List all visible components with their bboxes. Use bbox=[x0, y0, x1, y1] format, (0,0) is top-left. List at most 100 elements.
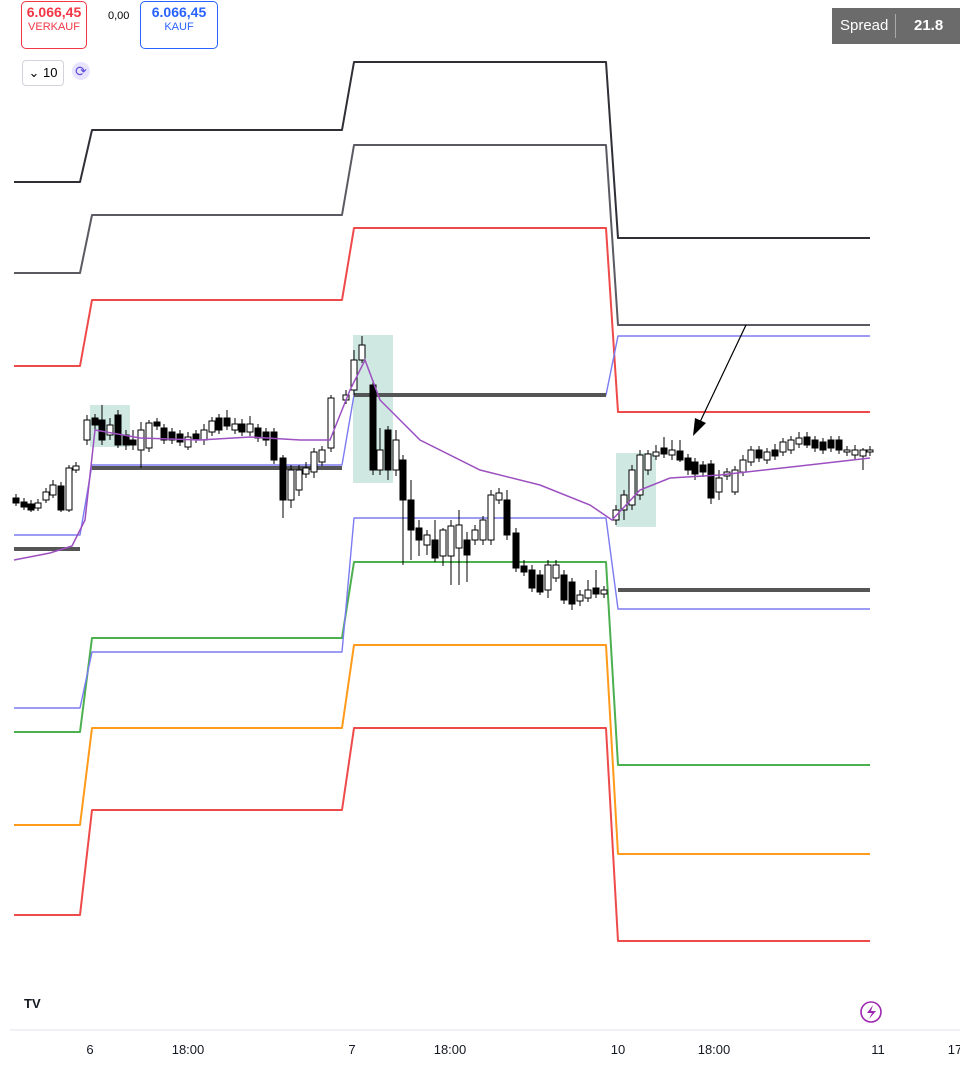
spread-panel: Spread 21.8 bbox=[832, 8, 960, 44]
buy-price: 6.066,45 bbox=[151, 4, 207, 20]
candle-body bbox=[358, 344, 366, 361]
lightning-bolt bbox=[867, 1005, 876, 1019]
candle-body bbox=[447, 525, 455, 557]
candle-body bbox=[91, 417, 99, 426]
candle-body bbox=[803, 436, 811, 446]
candle-body bbox=[34, 502, 42, 509]
time-label: 18:00 bbox=[698, 1042, 731, 1057]
time-label: 17 bbox=[948, 1042, 960, 1057]
candle-body bbox=[238, 423, 246, 433]
candle-body bbox=[463, 539, 471, 556]
candle-body bbox=[699, 464, 707, 473]
candle-body bbox=[384, 429, 392, 471]
candle-body bbox=[302, 467, 310, 475]
time-label: 10 bbox=[611, 1042, 625, 1057]
candle-body bbox=[763, 451, 771, 461]
candle-body bbox=[176, 433, 184, 443]
candle-body bbox=[827, 439, 835, 449]
candle-body bbox=[652, 451, 660, 457]
tv-logo: TV bbox=[24, 996, 41, 1011]
candle-body bbox=[584, 589, 592, 599]
candle-body bbox=[376, 449, 384, 471]
candle-body bbox=[106, 424, 114, 436]
candle-body bbox=[620, 494, 628, 511]
spread-label: Spread bbox=[840, 17, 889, 34]
buy-label: KAUF bbox=[164, 21, 194, 33]
candle-body bbox=[208, 420, 216, 433]
refresh-button[interactable]: ⟳ bbox=[72, 62, 90, 80]
candle-body bbox=[495, 492, 503, 501]
candle-body bbox=[407, 499, 415, 531]
candle-body bbox=[310, 451, 318, 473]
candle-body bbox=[552, 564, 560, 579]
candle-body bbox=[262, 431, 270, 441]
time-label: 18:00 bbox=[434, 1042, 467, 1057]
candle-body bbox=[423, 534, 431, 546]
candle-body bbox=[503, 499, 511, 536]
candle-body bbox=[327, 397, 335, 449]
time-axis: 6 18:00 7 18:00 10 18:00 11 17 bbox=[86, 1042, 960, 1057]
candle-body bbox=[246, 423, 254, 433]
sell-button[interactable]: 6.066,45 VERKAUF bbox=[21, 1, 87, 49]
candle-body bbox=[715, 477, 723, 493]
candle-body bbox=[137, 429, 145, 451]
candle-body bbox=[72, 465, 80, 471]
candle-body bbox=[160, 427, 168, 441]
candle-body bbox=[65, 467, 73, 511]
candles bbox=[12, 336, 874, 610]
candle-body bbox=[431, 539, 439, 559]
candle-body bbox=[184, 436, 192, 448]
candle-body bbox=[295, 469, 303, 491]
candle-body bbox=[520, 565, 528, 573]
vwap-line bbox=[13, 358, 871, 561]
candle-body bbox=[779, 441, 787, 453]
spread-value: 0,00 bbox=[108, 10, 130, 22]
pivot-levels bbox=[14, 61, 870, 942]
candle-body bbox=[487, 494, 495, 541]
time-label: 7 bbox=[348, 1042, 355, 1057]
lightning-icon[interactable] bbox=[860, 1001, 882, 1023]
candle-body bbox=[544, 564, 552, 591]
candle-body bbox=[851, 449, 859, 456]
candle-body bbox=[835, 439, 843, 451]
time-label: 11 bbox=[871, 1042, 885, 1057]
candle-body bbox=[98, 419, 106, 441]
candle-body bbox=[636, 454, 644, 496]
candle-body bbox=[528, 569, 536, 589]
candle-body bbox=[811, 439, 819, 449]
candle-body bbox=[471, 529, 479, 541]
candle-body bbox=[755, 449, 763, 459]
candle-body bbox=[270, 431, 278, 461]
candle-body bbox=[771, 449, 779, 457]
candle-body bbox=[859, 449, 867, 457]
candle-body bbox=[866, 449, 874, 453]
candle-body bbox=[254, 427, 262, 439]
candle-body bbox=[114, 414, 122, 446]
candle-body bbox=[200, 429, 208, 441]
candle-body bbox=[707, 463, 715, 499]
candle-body bbox=[684, 457, 692, 471]
sell-price: 6.066,45 bbox=[26, 4, 82, 20]
candle-body bbox=[576, 594, 584, 602]
candle-body bbox=[145, 422, 153, 449]
sell-label: VERKAUF bbox=[28, 21, 80, 33]
arrow bbox=[693, 324, 747, 436]
candle-body bbox=[795, 437, 803, 445]
candle-body bbox=[568, 581, 576, 605]
candle-body bbox=[215, 417, 223, 431]
candle-body bbox=[153, 421, 161, 427]
interval-value: 10 bbox=[43, 65, 58, 80]
candle-body bbox=[42, 491, 50, 501]
candle-body bbox=[57, 485, 65, 511]
candle-body bbox=[27, 503, 35, 511]
candle-body bbox=[392, 439, 400, 471]
candle-body bbox=[739, 459, 747, 473]
interval-select[interactable]: ⌄ 10 bbox=[22, 60, 64, 86]
candle-body bbox=[560, 574, 568, 601]
candle-body bbox=[231, 423, 239, 431]
candle-body bbox=[660, 447, 668, 455]
candle-body bbox=[644, 453, 652, 471]
buy-button[interactable]: 6.066,45 KAUF bbox=[140, 1, 218, 49]
